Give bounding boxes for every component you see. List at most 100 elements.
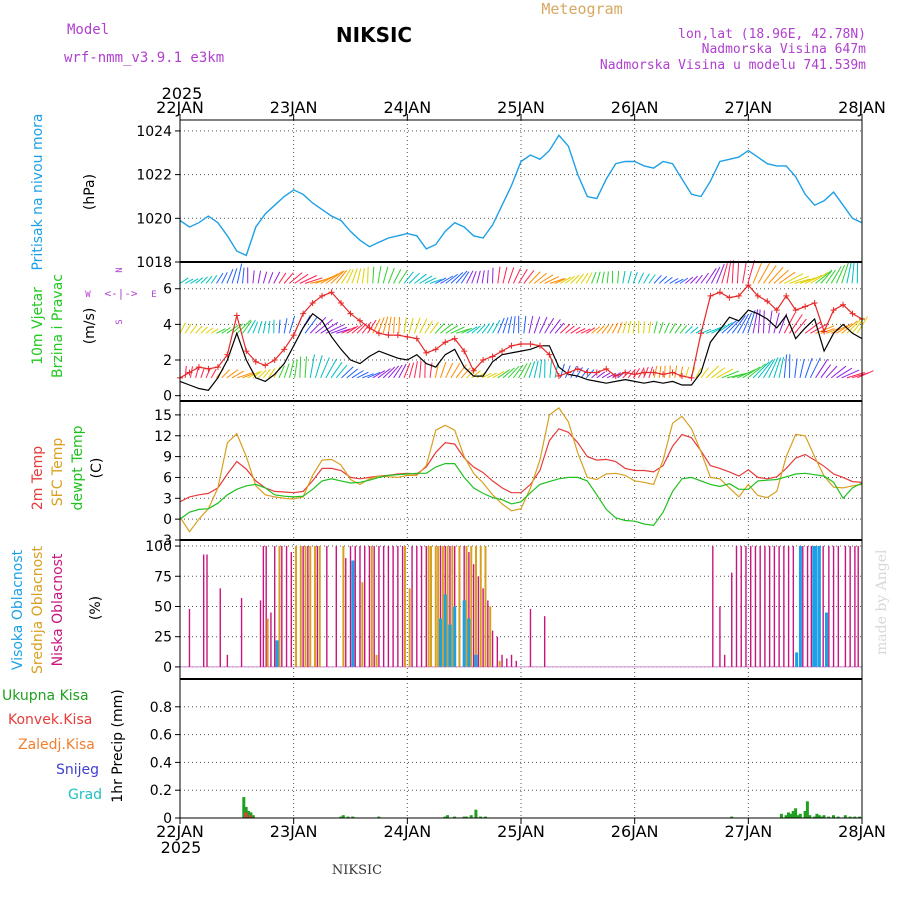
wind-barb xyxy=(200,326,208,334)
wind-barb xyxy=(836,367,853,379)
gust-marker xyxy=(518,340,524,347)
gust-marker xyxy=(394,332,401,339)
wind-barb xyxy=(841,320,858,334)
wind-barb xyxy=(330,270,345,284)
total-precip-bar xyxy=(730,816,734,818)
wind-barb xyxy=(221,272,228,284)
wind-barb xyxy=(440,275,454,284)
altitude-text: Nadmorska Visina 647m xyxy=(702,42,867,57)
wind-barb xyxy=(190,324,198,334)
gust-marker xyxy=(603,365,610,372)
wind-barb xyxy=(596,271,601,284)
wind-barb xyxy=(841,369,860,379)
wind-barb xyxy=(591,326,601,334)
wind-title-1: 10m Vjetar xyxy=(30,287,46,365)
gust-marker xyxy=(622,369,629,376)
wind-barb xyxy=(341,326,356,334)
wind-barb xyxy=(424,277,437,284)
wind-barb xyxy=(336,328,351,334)
wind-barb xyxy=(679,324,688,334)
x-label-bottom: 28JAN xyxy=(838,822,886,841)
wind-barb xyxy=(575,328,586,334)
y-tick-label: 15 xyxy=(154,408,172,424)
gust-marker xyxy=(546,351,553,358)
model-label: Model xyxy=(67,22,109,38)
compass-e: E xyxy=(151,290,156,300)
y-tick-label: 75 xyxy=(154,569,172,585)
wind-barb xyxy=(549,359,553,378)
gust-marker xyxy=(688,374,695,381)
wind-barb xyxy=(831,325,848,334)
x-label-top: 23JAN xyxy=(270,98,318,117)
wind-barb xyxy=(747,363,766,379)
wind-barb xyxy=(684,325,693,334)
wind-barb xyxy=(851,262,855,284)
wind-barb xyxy=(361,268,365,284)
total-precip-bar xyxy=(848,816,852,818)
wind-barb xyxy=(226,369,239,379)
legend-frozen-rain: Zaledj.Kisa xyxy=(18,737,95,753)
wind-barb xyxy=(638,272,645,284)
wind-barb xyxy=(528,361,536,378)
wind-barb xyxy=(419,318,428,334)
wind-barb xyxy=(711,367,726,379)
wind-barb xyxy=(721,370,739,379)
gust-marker xyxy=(319,292,326,299)
wind-barb xyxy=(481,270,485,284)
station-title: NIKSIC xyxy=(336,23,412,47)
wind-barb xyxy=(559,323,571,334)
pressure-title: Pritisak na nivou mora xyxy=(30,113,46,270)
wind-barb xyxy=(242,320,252,334)
wind-barb xyxy=(815,358,829,379)
wind-barb xyxy=(221,327,231,334)
wind-barb xyxy=(346,368,359,379)
wind-barb xyxy=(445,324,459,334)
wind-barb xyxy=(601,271,605,284)
wind-barb xyxy=(481,372,492,379)
x-label-top: 27JAN xyxy=(724,98,772,117)
x-axis: 22JAN 22JAN 23JAN 23JAN 24JAN 24JAN 25JAN 25JAN… xyxy=(156,98,886,841)
conv-precip-bar xyxy=(249,815,253,818)
gust-marker xyxy=(366,324,373,331)
wind-barb xyxy=(617,322,623,334)
wind-barb xyxy=(398,316,400,334)
total-precip-bar xyxy=(341,815,345,818)
wind-barb xyxy=(216,328,226,334)
wind-barb xyxy=(690,275,698,284)
gust-marker xyxy=(224,351,231,358)
wind-barb xyxy=(544,276,560,284)
y-tick-label: 1020 xyxy=(136,211,172,227)
wind-barb xyxy=(528,315,534,334)
wind-barb xyxy=(523,362,532,379)
wind-barb xyxy=(544,317,555,334)
y-tick-label: 4 xyxy=(163,317,172,333)
legend-snow: Snijeg xyxy=(56,762,99,778)
total-precip-bar xyxy=(791,811,795,818)
wind-barb xyxy=(664,277,673,284)
wind-barb xyxy=(804,274,823,284)
wind-barb xyxy=(742,312,752,334)
wind-barb xyxy=(737,314,749,334)
wind-barb xyxy=(424,320,433,334)
y-tick-label: 1018 xyxy=(136,255,172,271)
wind-barb xyxy=(299,275,318,284)
wind-barb xyxy=(658,276,668,284)
temp2m-label: 2m Temp xyxy=(30,446,46,510)
total-precip-bar xyxy=(815,813,819,818)
wind-barb xyxy=(481,323,490,334)
wind-barb xyxy=(320,357,330,379)
wind-barb xyxy=(768,357,779,379)
wind-barb xyxy=(476,324,486,334)
wind-barb xyxy=(393,364,403,379)
wind-barb xyxy=(372,266,375,284)
wind-barb xyxy=(278,272,287,284)
wind-barb xyxy=(507,267,515,284)
wind-barb xyxy=(690,326,699,334)
grid-layer xyxy=(180,120,862,819)
wind-barb xyxy=(674,323,682,334)
wind-barb xyxy=(195,367,199,378)
wind-barb xyxy=(346,325,359,334)
total-precip-bar xyxy=(474,809,478,818)
wind-barb xyxy=(705,268,717,284)
wind-barb xyxy=(737,368,756,379)
